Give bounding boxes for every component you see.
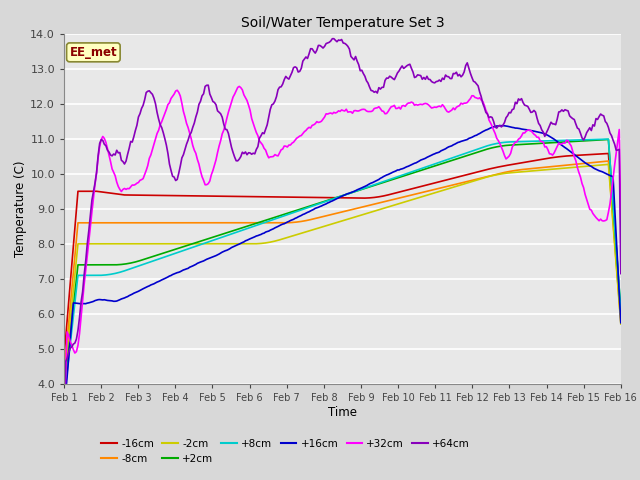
-16cm <box>226 193 234 199</box>
+32cm <box>236 84 243 89</box>
+64cm <box>60 413 68 419</box>
-8cm <box>254 220 262 226</box>
+64cm <box>588 128 595 133</box>
+32cm <box>60 422 68 428</box>
-2cm <box>244 241 252 247</box>
Title: Soil/Water Temperature Set 3: Soil/Water Temperature Set 3 <box>241 16 444 30</box>
-16cm <box>605 151 612 156</box>
+32cm <box>129 182 136 188</box>
+16cm <box>617 320 625 325</box>
-16cm <box>60 355 68 360</box>
+2cm <box>60 392 68 397</box>
+32cm <box>617 221 625 227</box>
+64cm <box>330 36 338 42</box>
-2cm <box>586 163 594 169</box>
+64cm <box>226 137 234 143</box>
+32cm <box>588 207 595 213</box>
-8cm <box>617 319 625 325</box>
+64cm <box>129 139 136 145</box>
X-axis label: Time: Time <box>328 406 357 419</box>
-8cm <box>303 217 311 223</box>
+2cm <box>254 220 262 226</box>
Legend: -16cm, -8cm, -2cm, +2cm, +8cm, +16cm, +32cm, +64cm: -16cm, -8cm, -2cm, +2cm, +8cm, +16cm, +3… <box>97 435 474 468</box>
Line: +2cm: +2cm <box>64 140 621 395</box>
+2cm <box>226 229 234 235</box>
Line: +64cm: +64cm <box>64 39 621 416</box>
Y-axis label: Temperature (C): Temperature (C) <box>15 160 28 257</box>
+64cm <box>303 56 311 61</box>
+2cm <box>244 223 252 228</box>
-16cm <box>303 194 311 200</box>
-8cm <box>605 158 612 164</box>
-2cm <box>60 381 68 387</box>
-2cm <box>226 241 234 247</box>
+2cm <box>617 307 625 313</box>
-16cm <box>254 194 262 200</box>
+16cm <box>254 233 262 239</box>
-16cm <box>617 315 625 321</box>
Line: -2cm: -2cm <box>64 164 621 384</box>
+16cm <box>588 164 595 169</box>
-2cm <box>303 228 311 234</box>
-8cm <box>244 220 252 226</box>
-2cm <box>254 241 262 247</box>
+16cm <box>226 246 234 252</box>
-8cm <box>586 160 594 166</box>
-16cm <box>586 152 594 157</box>
+16cm <box>303 209 311 215</box>
+32cm <box>255 138 263 144</box>
+32cm <box>226 104 234 110</box>
+2cm <box>605 137 612 143</box>
+16cm <box>129 291 136 297</box>
+16cm <box>497 123 505 129</box>
+2cm <box>129 260 136 265</box>
+8cm <box>605 136 612 142</box>
+2cm <box>586 138 594 144</box>
+8cm <box>60 397 68 403</box>
+32cm <box>246 108 254 113</box>
-2cm <box>605 161 612 167</box>
-2cm <box>617 321 625 327</box>
+8cm <box>303 205 311 211</box>
+16cm <box>60 411 68 417</box>
+64cm <box>254 144 262 149</box>
-2cm <box>129 241 136 247</box>
-16cm <box>244 194 252 200</box>
Line: +32cm: +32cm <box>64 86 621 425</box>
Line: -8cm: -8cm <box>64 161 621 373</box>
+8cm <box>617 307 625 313</box>
Line: +8cm: +8cm <box>64 139 621 400</box>
Line: -16cm: -16cm <box>64 154 621 358</box>
+8cm <box>226 231 234 237</box>
-8cm <box>226 220 234 226</box>
+8cm <box>254 222 262 228</box>
-16cm <box>129 192 136 198</box>
+8cm <box>586 137 594 143</box>
+8cm <box>129 265 136 271</box>
+8cm <box>244 225 252 231</box>
+64cm <box>617 271 625 276</box>
Line: +16cm: +16cm <box>64 126 621 414</box>
-8cm <box>60 371 68 376</box>
+2cm <box>303 204 311 210</box>
+32cm <box>305 124 313 130</box>
+16cm <box>244 237 252 242</box>
-8cm <box>129 220 136 226</box>
+64cm <box>244 150 252 156</box>
Text: EE_met: EE_met <box>70 46 117 59</box>
